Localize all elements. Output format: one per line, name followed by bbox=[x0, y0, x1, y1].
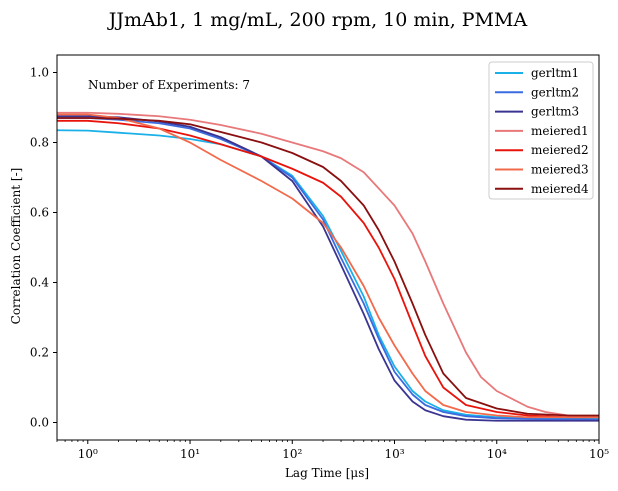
y-tick-label: 0.0 bbox=[30, 416, 49, 430]
legend-label-meiered1: meiered1 bbox=[531, 124, 589, 138]
series-line-gerltm3 bbox=[57, 115, 599, 422]
legend-label-meiered4: meiered4 bbox=[531, 182, 589, 196]
chart-title: JJmAb1, 1 mg/mL, 200 rpm, 10 min, PMMA bbox=[107, 9, 528, 31]
x-tick-label: 10⁵ bbox=[589, 447, 609, 461]
legend-label-gerltm3: gerltm3 bbox=[531, 105, 579, 119]
y-tick-label: 0.2 bbox=[30, 346, 49, 360]
series-line-meiered2 bbox=[57, 119, 599, 419]
series-line-gerltm2 bbox=[57, 117, 600, 421]
x-tick-label: 10⁰ bbox=[78, 447, 98, 461]
legend-box bbox=[488, 61, 594, 200]
y-axis-label: Correlation Coefficient [-] bbox=[9, 168, 23, 325]
x-tick-label: 10² bbox=[282, 447, 302, 461]
axes-frame bbox=[56, 54, 600, 441]
x-tick-label: 10³ bbox=[384, 447, 404, 461]
y-tick-label: 1.0 bbox=[30, 66, 49, 80]
series-layer bbox=[56, 111, 600, 422]
legend-label-gerltm2: gerltm2 bbox=[531, 85, 579, 99]
experiments-annotation: Number of Experiments: 7 bbox=[88, 78, 250, 92]
y-tick-label: 0.8 bbox=[30, 136, 49, 150]
legend: gerltm1 gerltm2 gerltm3 meiered1 meiered2 mei… bbox=[488, 61, 594, 200]
plot-area bbox=[56, 54, 600, 441]
x-axis: 10⁰ 10¹ 10² 10³ 10⁴ 10⁵ bbox=[56, 440, 609, 461]
series-line-meiered4 bbox=[57, 117, 599, 417]
x-axis-label: Lag Time [μs] bbox=[285, 466, 369, 480]
series-line-meiered1 bbox=[57, 111, 600, 419]
x-tick-label: 10¹ bbox=[180, 447, 200, 461]
series-line-meiered3 bbox=[57, 113, 599, 419]
legend-label-meiered2: meiered2 bbox=[531, 143, 589, 157]
legend-label-meiered3: meiered3 bbox=[531, 163, 589, 177]
series-line-gerltm1 bbox=[56, 129, 600, 420]
y-tick-label: 0.6 bbox=[30, 206, 49, 220]
x-tick-label: 10⁴ bbox=[487, 447, 507, 461]
y-axis: 0.0 0.2 0.4 0.6 0.8 1.0 bbox=[30, 66, 57, 430]
y-tick-label: 0.4 bbox=[30, 276, 49, 290]
legend-label-gerltm1: gerltm1 bbox=[531, 66, 579, 80]
